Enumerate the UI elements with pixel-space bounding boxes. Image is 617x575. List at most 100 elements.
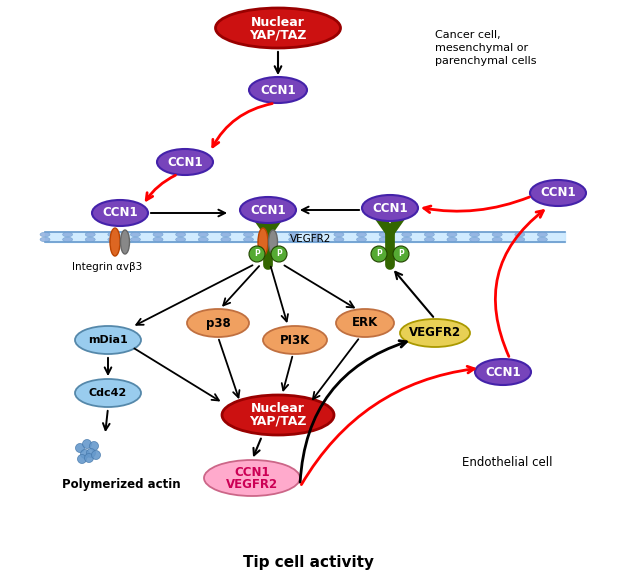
Ellipse shape xyxy=(424,232,434,237)
Ellipse shape xyxy=(470,232,479,237)
Ellipse shape xyxy=(130,237,141,242)
Circle shape xyxy=(249,246,265,262)
Text: VEGFR2: VEGFR2 xyxy=(409,327,461,339)
Ellipse shape xyxy=(249,77,307,103)
Ellipse shape xyxy=(475,359,531,385)
Ellipse shape xyxy=(530,180,586,206)
Circle shape xyxy=(78,454,86,463)
Ellipse shape xyxy=(240,197,296,223)
Ellipse shape xyxy=(110,228,120,256)
Ellipse shape xyxy=(492,232,502,237)
Ellipse shape xyxy=(289,232,299,237)
Ellipse shape xyxy=(176,232,186,237)
Text: VEGFR2: VEGFR2 xyxy=(226,477,278,490)
Text: P: P xyxy=(398,250,404,259)
Ellipse shape xyxy=(40,237,50,242)
Ellipse shape xyxy=(470,237,479,242)
Text: Nuclear: Nuclear xyxy=(251,17,305,29)
Ellipse shape xyxy=(362,195,418,221)
Ellipse shape xyxy=(334,237,344,242)
Circle shape xyxy=(393,246,409,262)
Text: Cdc42: Cdc42 xyxy=(89,388,127,398)
Ellipse shape xyxy=(153,232,163,237)
Ellipse shape xyxy=(198,237,209,242)
Text: VEGFR2: VEGFR2 xyxy=(290,234,331,244)
Circle shape xyxy=(271,246,287,262)
Ellipse shape xyxy=(75,379,141,407)
Ellipse shape xyxy=(312,237,321,242)
Ellipse shape xyxy=(85,237,95,242)
Ellipse shape xyxy=(424,237,434,242)
Text: P: P xyxy=(276,250,282,259)
Ellipse shape xyxy=(92,200,148,226)
Ellipse shape xyxy=(402,237,412,242)
Ellipse shape xyxy=(244,232,254,237)
Text: ERK: ERK xyxy=(352,316,378,329)
Text: YAP/TAZ: YAP/TAZ xyxy=(249,415,307,427)
Ellipse shape xyxy=(258,228,268,256)
Ellipse shape xyxy=(198,232,209,237)
Text: CCN1: CCN1 xyxy=(260,83,296,97)
Ellipse shape xyxy=(108,232,118,237)
Ellipse shape xyxy=(402,232,412,237)
Ellipse shape xyxy=(400,319,470,347)
Text: Integrin αvβ3: Integrin αvβ3 xyxy=(72,262,143,272)
Ellipse shape xyxy=(120,230,130,254)
Ellipse shape xyxy=(379,232,389,237)
Text: CCN1: CCN1 xyxy=(372,201,408,214)
Circle shape xyxy=(75,443,85,453)
Ellipse shape xyxy=(537,232,547,237)
Text: Tip cell activity: Tip cell activity xyxy=(243,555,374,570)
Text: CCN1: CCN1 xyxy=(250,204,286,217)
Circle shape xyxy=(83,439,91,448)
Circle shape xyxy=(91,450,101,459)
Text: CCN1: CCN1 xyxy=(485,366,521,378)
Circle shape xyxy=(89,442,99,450)
Ellipse shape xyxy=(221,237,231,242)
Text: CCN1: CCN1 xyxy=(102,206,138,220)
Ellipse shape xyxy=(187,309,249,337)
Ellipse shape xyxy=(263,326,327,354)
Ellipse shape xyxy=(447,237,457,242)
Ellipse shape xyxy=(108,237,118,242)
Ellipse shape xyxy=(221,232,231,237)
Ellipse shape xyxy=(62,232,73,237)
Text: CCN1: CCN1 xyxy=(167,155,203,168)
Ellipse shape xyxy=(62,237,73,242)
Ellipse shape xyxy=(492,237,502,242)
Ellipse shape xyxy=(447,232,457,237)
Ellipse shape xyxy=(537,237,547,242)
Ellipse shape xyxy=(334,232,344,237)
Ellipse shape xyxy=(266,232,276,237)
Circle shape xyxy=(85,454,94,462)
Ellipse shape xyxy=(336,309,394,337)
Text: YAP/TAZ: YAP/TAZ xyxy=(249,29,307,41)
Text: CCN1: CCN1 xyxy=(234,466,270,480)
Circle shape xyxy=(86,448,96,458)
Circle shape xyxy=(371,246,387,262)
Ellipse shape xyxy=(266,237,276,242)
Ellipse shape xyxy=(379,237,389,242)
Ellipse shape xyxy=(515,232,525,237)
Text: P: P xyxy=(376,250,382,259)
Ellipse shape xyxy=(357,232,366,237)
Ellipse shape xyxy=(75,326,141,354)
Circle shape xyxy=(80,450,89,458)
Ellipse shape xyxy=(153,237,163,242)
Text: mDia1: mDia1 xyxy=(88,335,128,345)
Ellipse shape xyxy=(85,232,95,237)
Ellipse shape xyxy=(515,237,525,242)
Ellipse shape xyxy=(222,395,334,435)
Ellipse shape xyxy=(130,232,141,237)
Ellipse shape xyxy=(215,8,341,48)
Ellipse shape xyxy=(40,232,50,237)
Ellipse shape xyxy=(244,237,254,242)
Ellipse shape xyxy=(204,460,300,496)
Text: Nuclear: Nuclear xyxy=(251,402,305,416)
Text: Cancer cell,
mesenchymal or
parenchymal cells: Cancer cell, mesenchymal or parenchymal … xyxy=(435,30,537,66)
Text: PI3K: PI3K xyxy=(280,334,310,347)
Ellipse shape xyxy=(289,237,299,242)
Text: P: P xyxy=(254,250,260,259)
Text: Endothelial cell: Endothelial cell xyxy=(462,455,552,469)
Ellipse shape xyxy=(268,230,278,254)
